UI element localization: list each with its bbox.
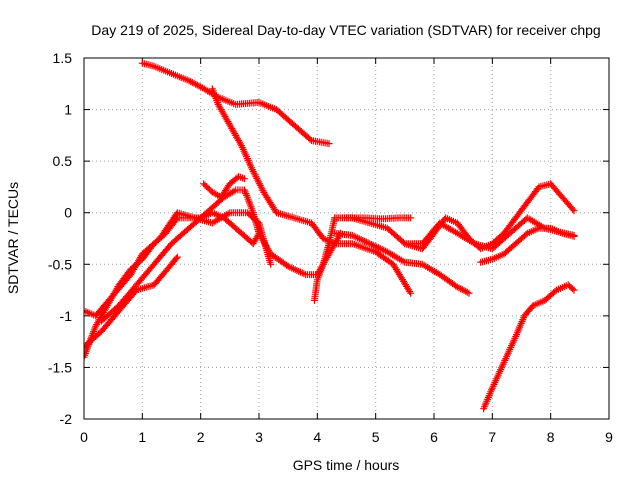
- x-tick-label: 0: [80, 429, 88, 445]
- x-tick-label: 6: [430, 429, 438, 445]
- series-track-13: [477, 224, 578, 266]
- y-tick-labels: -2 -1.5 -1 -0.5 0 0.5 1 1.5: [48, 50, 72, 427]
- series-track-8: [310, 214, 339, 304]
- plot-frame: [83, 57, 610, 420]
- series-markers: [84, 209, 275, 320]
- y-tick-label: 1: [64, 102, 72, 118]
- x-tick-label: 3: [255, 429, 263, 445]
- series-track-9: [331, 229, 473, 297]
- series-markers: [98, 186, 345, 325]
- series-markers: [331, 229, 473, 297]
- series-track-6: [98, 186, 345, 325]
- series-track-7: [200, 173, 248, 201]
- x-tick-labels: 0 1 2 3 4 5 6 7 8 9: [80, 429, 613, 445]
- x-tick-label: 7: [488, 429, 496, 445]
- series-markers: [84, 209, 263, 361]
- series-markers: [343, 214, 415, 223]
- x-tick-label: 8: [547, 429, 555, 445]
- series-markers: [84, 253, 181, 351]
- series-track-4: [84, 209, 275, 320]
- y-tick-label: 0.5: [53, 153, 73, 169]
- series-markers: [310, 214, 339, 304]
- series-layer: [84, 59, 578, 413]
- x-axis-label: GPS time / hours: [293, 457, 400, 473]
- series-markers: [200, 173, 248, 201]
- x-tick-label: 4: [313, 429, 321, 445]
- x-tick-label: 2: [197, 429, 205, 445]
- y-tick-label: -2: [60, 411, 73, 427]
- series-track-5: [84, 253, 181, 351]
- series-track-3: [84, 209, 263, 361]
- y-tick-label: -0.5: [48, 256, 72, 272]
- tick-layer: [83, 57, 610, 420]
- series-markers: [480, 281, 578, 413]
- x-tick-label: 5: [372, 429, 380, 445]
- y-axis-label: SDTVAR / TECUs: [5, 182, 21, 294]
- series-markers: [138, 59, 333, 148]
- series-markers: [477, 224, 578, 266]
- x-tick-label: 1: [138, 429, 146, 445]
- y-tick-label: -1: [60, 308, 73, 324]
- y-tick-label: 1.5: [53, 50, 73, 66]
- chart-title: Day 219 of 2025, Sidereal Day-to-day VTE…: [91, 22, 600, 38]
- x-tick-label: 9: [605, 429, 613, 445]
- y-tick-label: 0: [64, 205, 72, 221]
- y-tick-label: -1.5: [48, 359, 72, 375]
- series-track-1: [138, 59, 333, 148]
- series-track-14: [480, 281, 578, 413]
- series-track-11: [343, 214, 415, 223]
- plot-area: [84, 59, 578, 413]
